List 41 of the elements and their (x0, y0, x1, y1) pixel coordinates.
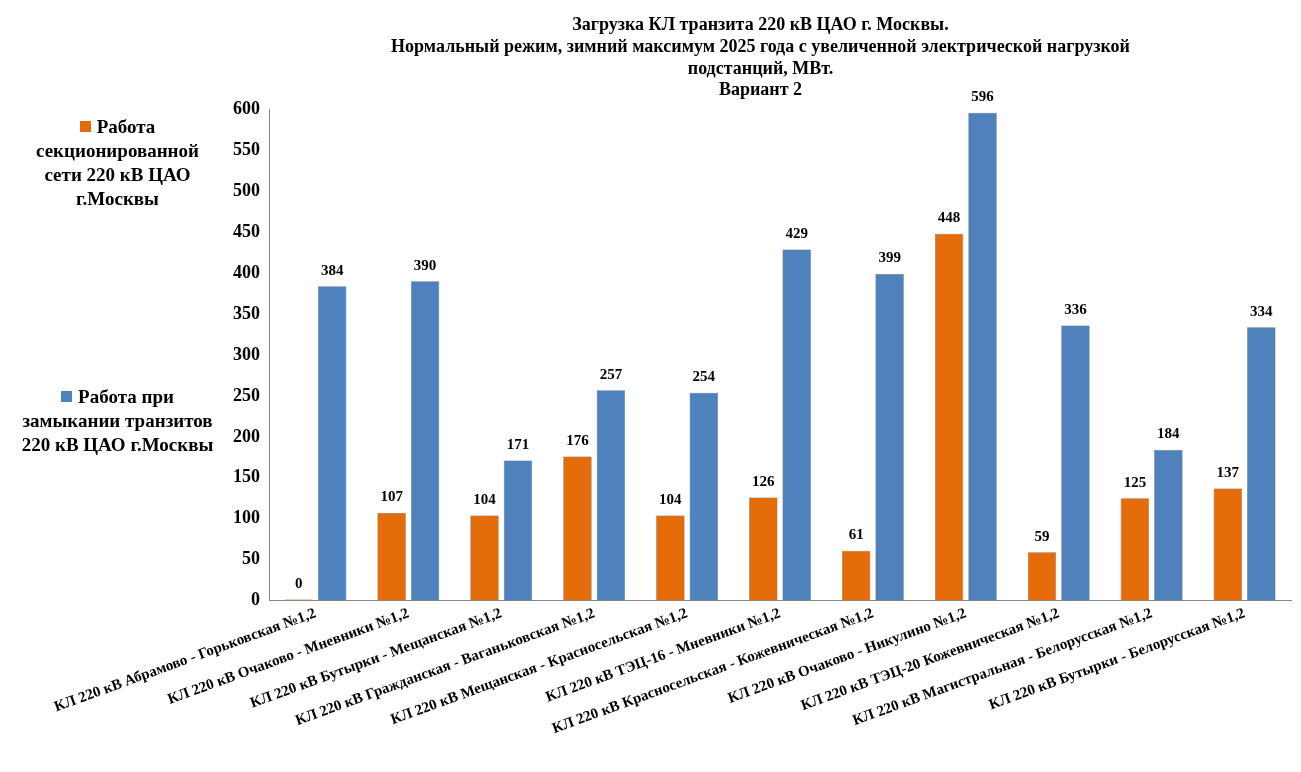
y-tick-label: 600 (233, 98, 260, 119)
data-label: 125 (1123, 473, 1147, 490)
data-label: 107 (380, 488, 404, 505)
y-tick-label: 300 (233, 343, 260, 364)
data-label: 61 (848, 526, 864, 543)
legend-label: Работа секционированной сети 220 кВ ЦАО г.Москвы (35, 116, 200, 209)
text: Нормальный режим, зимний максимум 2025 года с увеличенной электрической нагрузкой (391, 36, 1130, 57)
text: подстанций, МВт. (687, 57, 834, 78)
text: Вариант 2 (718, 79, 803, 100)
data-label: 390 (413, 256, 437, 273)
data-label: 126 (752, 472, 776, 489)
data-label: 336 (1064, 300, 1088, 317)
data-label: 59 (1034, 527, 1050, 544)
y-tick-label: 450 (233, 220, 260, 241)
data-label: 596 (971, 88, 995, 105)
text: Загрузка КЛ транзита 220 кВ ЦАО г. Москвы. (572, 14, 949, 35)
data-label: 334 (1250, 302, 1274, 319)
data-label: 399 (878, 249, 901, 266)
y-tick-label: 400 (233, 261, 260, 282)
data-label: 254 (692, 368, 716, 385)
y-tick-label: 500 (233, 179, 260, 200)
data-label: 104 (473, 490, 497, 507)
data-label: 171 (506, 435, 530, 452)
data-label: 104 (659, 490, 683, 507)
data-label: 257 (599, 365, 623, 382)
y-tick-label: 100 (233, 507, 260, 528)
y-tick-label: 150 (233, 466, 260, 487)
data-label: 137 (1216, 463, 1240, 480)
data-label: 0 (294, 574, 303, 591)
data-label: 176 (566, 431, 590, 448)
legend-label: Работа при замыкании транзитов 220 кВ ЦАО г.Москвы (21, 386, 214, 455)
y-tick-label: 0 (251, 589, 260, 610)
data-label: 448 (937, 209, 961, 226)
y-tick-label: 350 (233, 302, 260, 323)
data-label: 429 (785, 224, 808, 241)
y-tick-label: 200 (233, 425, 260, 446)
y-tick-label: 550 (233, 138, 260, 159)
y-tick-label: 50 (242, 548, 260, 569)
y-tick-label: 250 (233, 384, 260, 405)
data-label: 384 (320, 261, 344, 278)
data-label: 184 (1157, 425, 1181, 442)
